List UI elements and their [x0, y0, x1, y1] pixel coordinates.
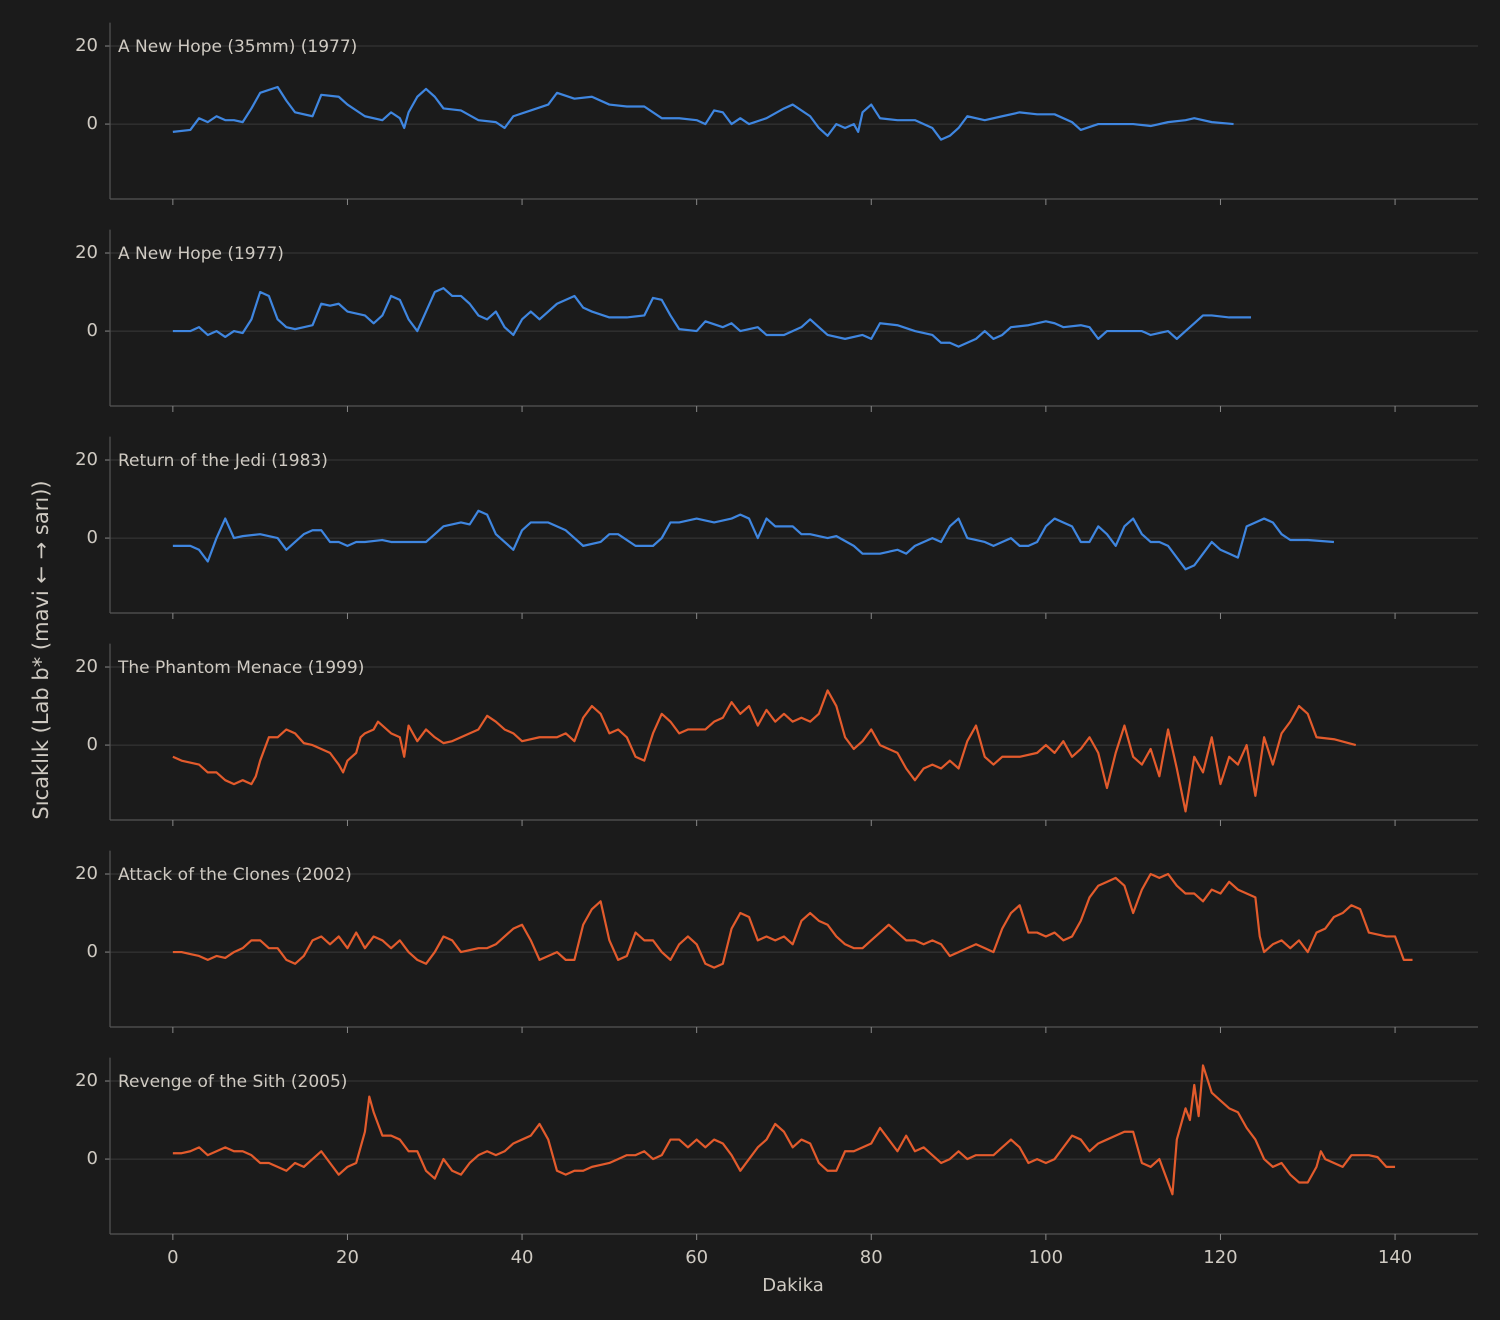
data-line — [172, 287, 1252, 348]
data-line — [172, 872, 1413, 969]
x-tick-label: 120 — [1203, 1247, 1237, 1268]
y-tick-label: 20 — [75, 35, 98, 56]
y-tick-label: 20 — [75, 1070, 98, 1091]
x-tick-label: 0 — [167, 1247, 178, 1268]
y-tick-label: 20 — [75, 449, 98, 470]
y-tick-label: 0 — [87, 941, 98, 962]
data-line — [172, 509, 1335, 571]
x-tick-label: 100 — [1029, 1247, 1063, 1268]
x-tick-label: 40 — [511, 1247, 534, 1268]
y-tick-label: 0 — [87, 113, 98, 134]
y-tick-label: 0 — [87, 320, 98, 341]
y-tick-label: 20 — [75, 242, 98, 263]
panel-title: The Phantom Menace (1999) — [117, 658, 364, 678]
panel-title: A New Hope (1977) — [118, 244, 284, 264]
panel-title: Revenge of the Sith (2005) — [118, 1072, 347, 1092]
x-tick-label: 140 — [1378, 1247, 1412, 1268]
y-tick-label: 20 — [75, 656, 98, 677]
panel-title: A New Hope (35mm) (1977) — [118, 37, 357, 57]
panel-title: Return of the Jedi (1983) — [118, 451, 328, 471]
data-line — [172, 1064, 1396, 1196]
y-axis-label: Sıcaklık (Lab b* (mavi ← → sarı)) — [29, 480, 53, 819]
x-axis-label: Dakika — [762, 1275, 823, 1296]
x-tick-label: 20 — [336, 1247, 359, 1268]
data-line — [172, 689, 1357, 813]
y-tick-label: 20 — [75, 863, 98, 884]
data-line — [172, 85, 1234, 141]
y-tick-label: 0 — [87, 734, 98, 755]
y-tick-label: 0 — [87, 1148, 98, 1169]
y-tick-label: 0 — [87, 527, 98, 548]
x-tick-label: 60 — [685, 1247, 708, 1268]
panel-title: Attack of the Clones (2002) — [118, 865, 352, 885]
x-tick-label: 80 — [860, 1247, 883, 1268]
